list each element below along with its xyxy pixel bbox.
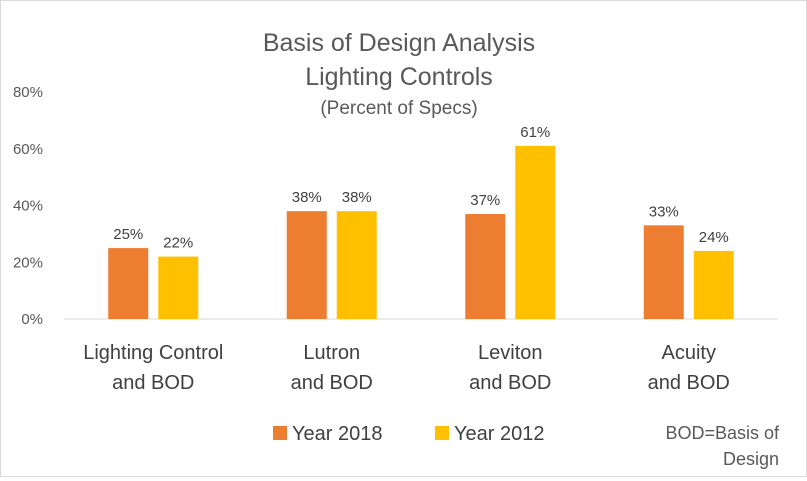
x-tick-label: Acuity: [662, 342, 716, 364]
annotation-line-1: BOD=Basis of: [665, 423, 780, 443]
chart-title-line-1: Basis of Design Analysis: [263, 29, 535, 57]
y-tick-label: 80%: [13, 84, 43, 101]
bar-year-2018-3: [465, 214, 506, 319]
x-tick-label: and BOD: [112, 372, 194, 394]
y-tick-label: 40%: [13, 198, 43, 215]
data-label: 38%: [342, 189, 372, 206]
data-labels: 25% 38% 37% 33% 22% 38% 61% 24%: [113, 124, 729, 252]
data-label: 24%: [699, 229, 729, 246]
bars: [108, 145, 734, 319]
x-tick-label: and BOD: [291, 372, 373, 394]
bar-year-2018-2: [286, 211, 327, 319]
y-axis: 0% 20% 40% 60% 80%: [13, 84, 43, 328]
annotation-line-2: Design: [723, 449, 779, 469]
chart-subtitle: (Percent of Specs): [320, 98, 477, 119]
data-label: 61%: [520, 124, 550, 141]
legend: Year 2018 Year 2012: [273, 423, 544, 445]
legend-swatch-1: [273, 426, 287, 440]
x-tick-label: and BOD: [648, 372, 730, 394]
bar-year-2018-4: [643, 225, 684, 319]
data-label: 22%: [163, 235, 193, 252]
data-label: 25%: [113, 226, 143, 243]
y-tick-label: 20%: [13, 254, 43, 271]
x-tick-label: Lutron: [303, 342, 360, 364]
x-tick-label: and BOD: [469, 372, 551, 394]
chart-title-line-2: Lighting Controls: [305, 63, 493, 91]
data-label: 37%: [470, 192, 500, 209]
data-label: 33%: [649, 203, 679, 220]
bod-annotation: BOD=Basis of Design: [665, 423, 780, 469]
y-tick-label: 60%: [13, 141, 43, 158]
legend-label-1: Year 2018: [292, 423, 382, 445]
legend-swatch-2: [435, 426, 449, 440]
legend-label-2: Year 2012: [454, 423, 544, 445]
bar-year-2012-3: [515, 145, 556, 319]
bar-year-2012-1: [158, 256, 199, 319]
x-tick-label: Leviton: [478, 342, 543, 364]
y-tick-label: 0%: [21, 311, 43, 328]
bar-year-2018-1: [108, 248, 149, 319]
data-label: 38%: [292, 189, 322, 206]
chart-title: Basis of Design Analysis Lighting Control…: [263, 29, 535, 91]
x-tick-label: Lighting Control: [83, 342, 223, 364]
x-axis: Lighting Control and BOD Lutron and BOD Levi…: [83, 342, 730, 394]
bar-year-2012-2: [336, 211, 377, 319]
bar-year-2012-4: [693, 250, 734, 319]
